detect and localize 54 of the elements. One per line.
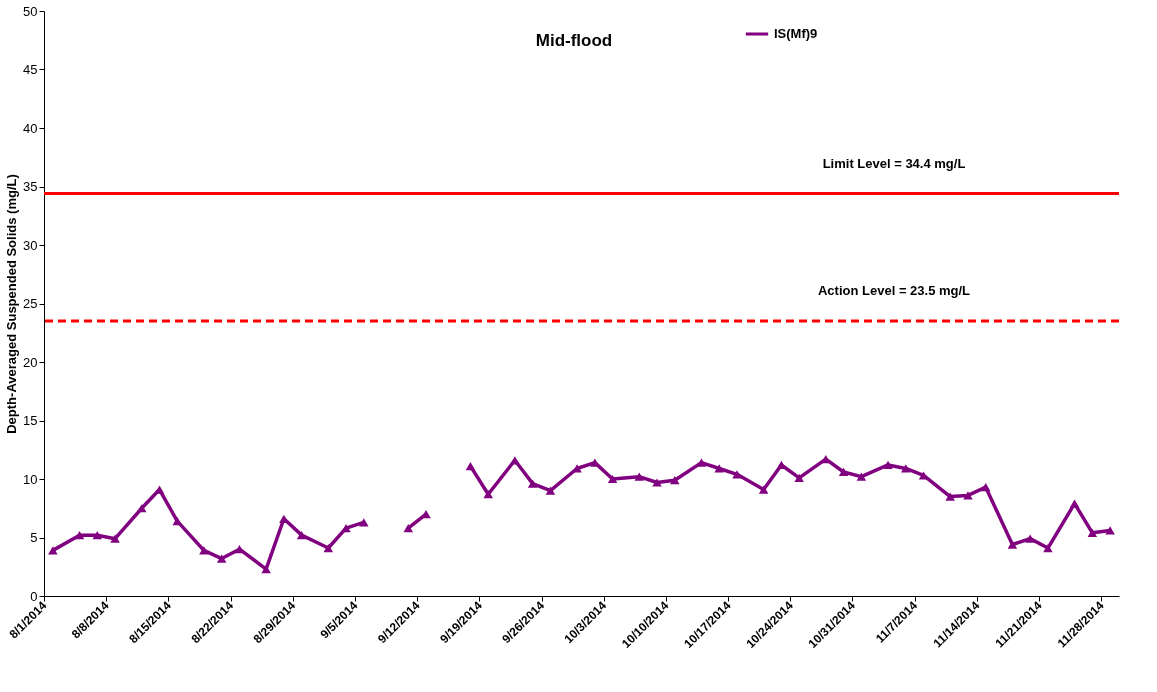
y-tick-label: 50 [23, 3, 38, 19]
point [883, 460, 893, 470]
y-tick-label: 20 [23, 354, 38, 370]
y-tick-label: 5 [30, 530, 38, 545]
point [323, 543, 334, 553]
point [794, 473, 804, 482]
point [483, 490, 493, 499]
y-tick-label: 15 [23, 413, 38, 428]
point [527, 479, 538, 488]
point [838, 467, 849, 477]
point [758, 485, 769, 494]
ref-line-label: Limit Level = 34.4 mg/L [822, 155, 966, 171]
point [296, 531, 307, 540]
point [856, 472, 867, 481]
y-tick-label: 10 [23, 471, 38, 487]
point [901, 464, 911, 473]
point [607, 474, 618, 484]
y-tick-label: 40 [23, 120, 38, 136]
point [110, 534, 120, 543]
point [510, 456, 520, 465]
point [216, 554, 227, 563]
point [199, 546, 209, 555]
point [1025, 534, 1035, 543]
y-tick-label: 45 [23, 62, 38, 77]
point [92, 531, 103, 540]
point [341, 524, 351, 533]
point [136, 504, 147, 513]
text: Mid-flood [535, 31, 613, 50]
y-tick-label: 0 [30, 588, 38, 604]
point [1043, 543, 1053, 553]
point [1105, 526, 1115, 535]
point [1069, 499, 1080, 508]
y-tick-label: 30 [23, 237, 38, 253]
point [261, 564, 271, 574]
y-tick-label: 35 [23, 179, 38, 194]
point [732, 470, 742, 479]
y-axis-title: Depth-Averaged Suspended Solids (mg/L) [4, 174, 20, 434]
point [821, 455, 831, 464]
point [359, 518, 369, 527]
point [980, 483, 991, 492]
point [465, 462, 476, 471]
point [545, 486, 556, 495]
point [74, 531, 85, 540]
y-tick-label: 25 [23, 296, 38, 311]
point [1007, 540, 1018, 549]
ref-line-label: Action Level = 23.5 mg/L [817, 283, 971, 299]
point [670, 476, 680, 485]
point [945, 492, 955, 501]
point [652, 478, 662, 487]
point [403, 524, 413, 533]
point [714, 464, 724, 473]
point [634, 472, 644, 481]
legend-label: IS(Mf)9 [774, 26, 818, 41]
point [1087, 528, 1098, 537]
